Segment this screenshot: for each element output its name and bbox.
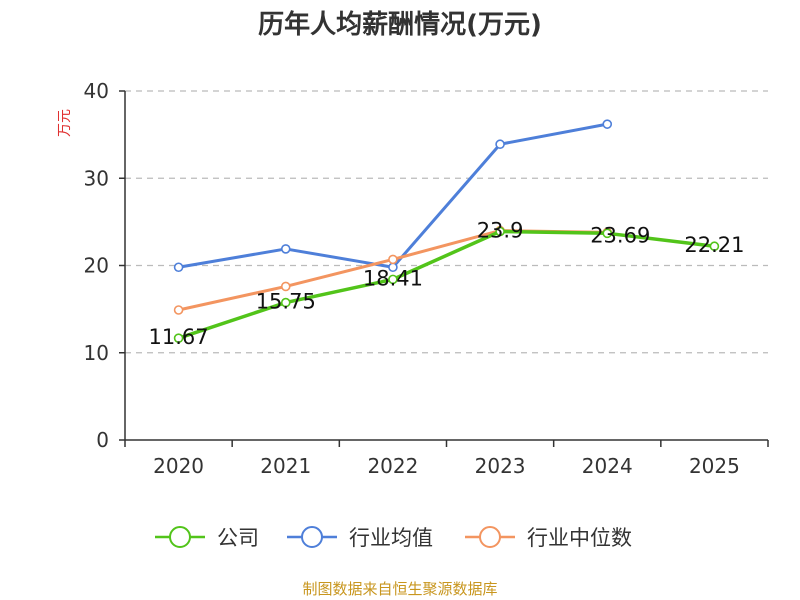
x-tick-label: 2025 bbox=[689, 454, 740, 478]
data-point bbox=[709, 241, 720, 252]
data-label: 18.41 bbox=[363, 266, 423, 290]
data-point bbox=[173, 262, 184, 273]
legend-item[interactable]: 公司 bbox=[155, 526, 259, 550]
data-point bbox=[495, 226, 505, 237]
data-label: 22.21 bbox=[684, 233, 744, 257]
data-point bbox=[602, 119, 613, 129]
x-tick-label: 2021 bbox=[260, 454, 311, 478]
data-point bbox=[495, 139, 505, 150]
x-tick-label: 2020 bbox=[153, 454, 204, 478]
data-point bbox=[280, 281, 291, 292]
data-point bbox=[173, 305, 184, 315]
legend-item[interactable]: 行业均值 bbox=[287, 526, 433, 550]
series-line bbox=[177, 122, 609, 269]
data-point bbox=[280, 244, 291, 254]
source-note: 制图数据来自恒生聚源数据库 bbox=[302, 580, 497, 598]
data-labels: 11.67 15.75 18.41 23.9 23.69 22.21 bbox=[149, 218, 745, 349]
y-axis-label: 万元 bbox=[57, 109, 73, 137]
grid-lines bbox=[125, 90, 768, 354]
data-point bbox=[602, 228, 613, 239]
legend-item[interactable]: 行业中位数 bbox=[465, 526, 632, 550]
series-group bbox=[173, 119, 720, 343]
data-label: 11.67 bbox=[149, 325, 209, 349]
y-tick-label: 10 bbox=[84, 341, 109, 365]
data-point bbox=[388, 254, 398, 265]
chart-title: 历年人均薪酬情况(万元) bbox=[258, 9, 542, 40]
x-tick-label: 2023 bbox=[475, 454, 526, 478]
legend-swatch-marker bbox=[169, 526, 191, 548]
y-tick-label: 30 bbox=[84, 166, 109, 190]
data-label: 23.69 bbox=[590, 223, 650, 247]
legend-swatch-marker bbox=[301, 526, 323, 548]
x-tick-label: 2022 bbox=[367, 454, 418, 478]
data-point bbox=[173, 333, 184, 343]
series-line bbox=[176, 229, 717, 340]
legend-swatch-marker bbox=[479, 526, 501, 548]
y-tick-label: 20 bbox=[84, 254, 109, 278]
x-tick-label: 2024 bbox=[582, 454, 633, 478]
legend-label: 行业均值 bbox=[349, 526, 433, 550]
data-point bbox=[280, 297, 291, 308]
y-tick-label: 0 bbox=[96, 428, 109, 452]
data-label: 23.9 bbox=[477, 218, 524, 242]
legend-label: 公司 bbox=[217, 526, 259, 550]
legend[interactable]: 公司 行业均值 行业中位数 bbox=[155, 526, 632, 550]
y-tick-label: 40 bbox=[84, 79, 109, 103]
data-label: 15.75 bbox=[256, 290, 316, 314]
axes: 0 10 20 30 40 2020 2021 2022 2023 2024 2025 bbox=[84, 79, 769, 478]
data-point bbox=[388, 274, 398, 285]
legend-label: 行业中位数 bbox=[527, 526, 632, 550]
